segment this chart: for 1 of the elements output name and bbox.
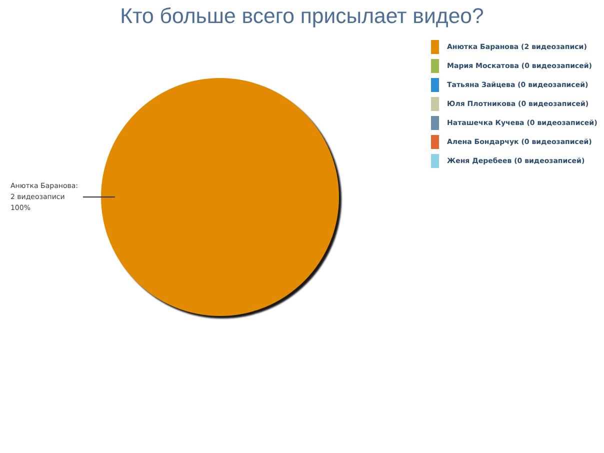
chart-title: Кто больше всего присылает видео? [119, 3, 485, 29]
